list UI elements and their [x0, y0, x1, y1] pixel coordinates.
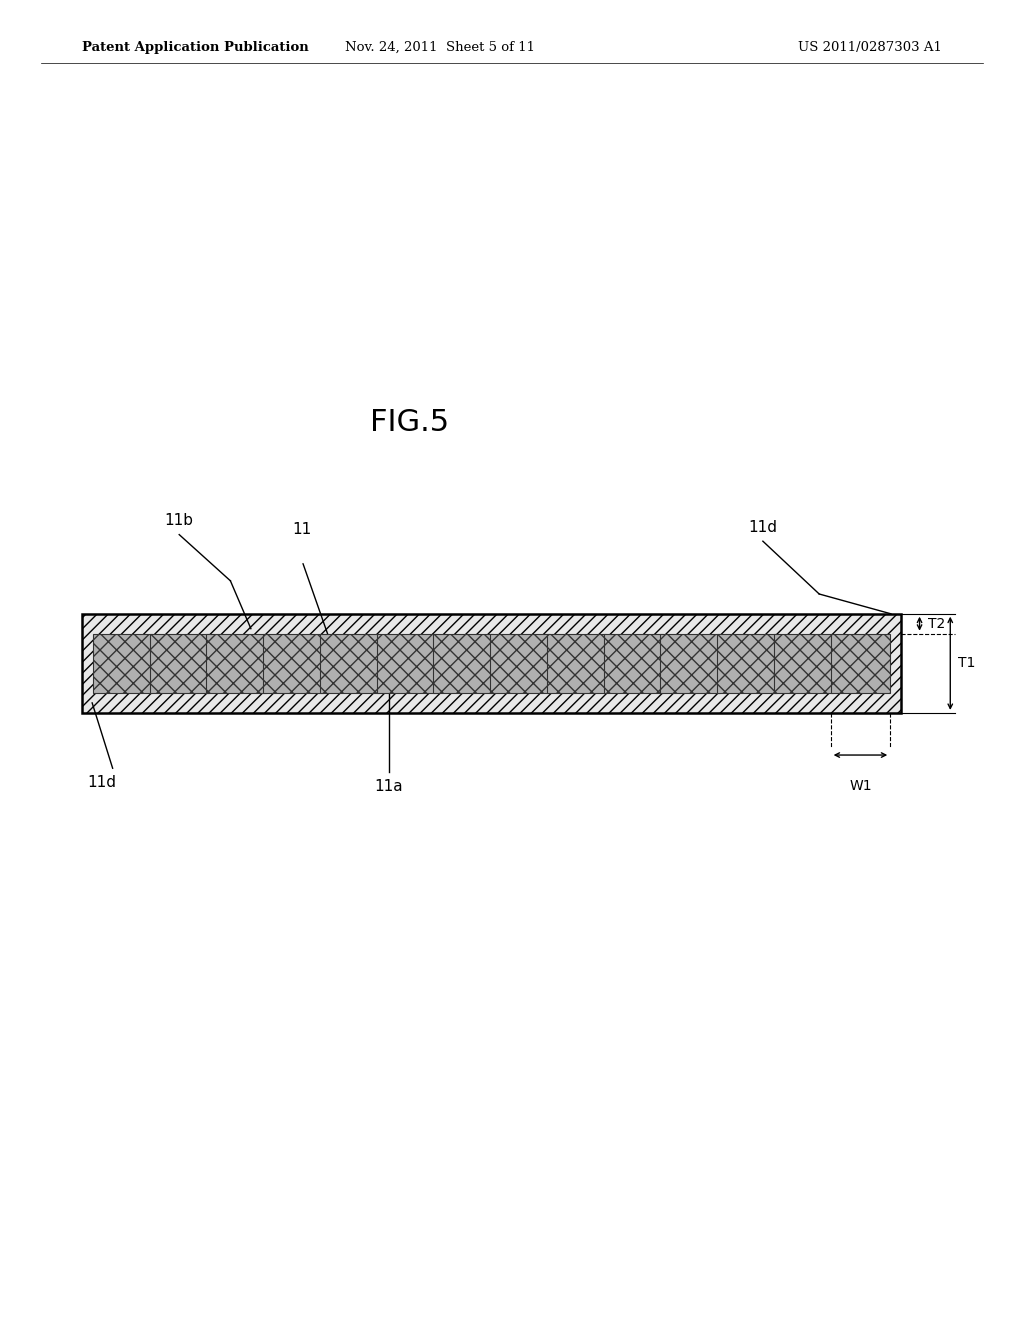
Bar	[490, 634, 550, 693]
Text: 11b: 11b	[165, 513, 194, 528]
Text: 11d: 11d	[87, 775, 116, 789]
Bar	[660, 634, 720, 693]
Bar	[82, 614, 901, 713]
Text: T2: T2	[928, 616, 945, 631]
Bar	[604, 634, 664, 693]
Text: 11: 11	[293, 523, 311, 537]
Bar	[830, 634, 890, 693]
Bar	[150, 634, 209, 693]
Text: US 2011/0287303 A1: US 2011/0287303 A1	[798, 41, 942, 54]
Bar	[93, 634, 153, 693]
Text: Nov. 24, 2011  Sheet 5 of 11: Nov. 24, 2011 Sheet 5 of 11	[345, 41, 536, 54]
Bar	[547, 634, 606, 693]
Text: 11a: 11a	[375, 779, 403, 793]
Bar	[263, 634, 323, 693]
Text: T1: T1	[958, 656, 976, 671]
Text: W1: W1	[849, 779, 871, 793]
Bar	[377, 634, 436, 693]
Text: FIG.5: FIG.5	[370, 408, 450, 437]
Bar	[717, 634, 776, 693]
Bar	[207, 634, 266, 693]
Text: 11d: 11d	[749, 520, 777, 535]
Bar	[319, 634, 379, 693]
Text: Patent Application Publication: Patent Application Publication	[82, 41, 308, 54]
Bar	[774, 634, 834, 693]
Bar	[433, 634, 493, 693]
